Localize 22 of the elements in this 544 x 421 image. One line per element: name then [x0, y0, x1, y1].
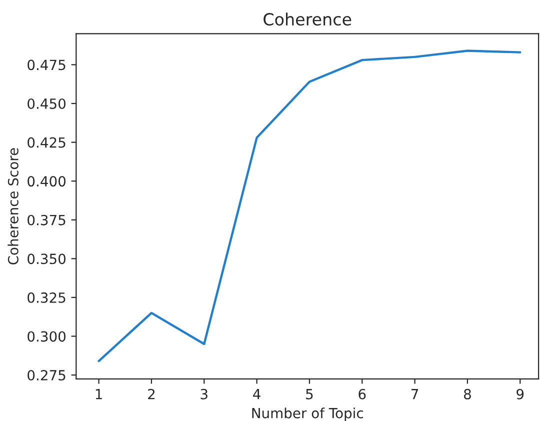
x-tick-label: 8 — [464, 388, 471, 400]
x-tick-label: 4 — [253, 389, 260, 400]
y-tick-label: 0.450 — [28, 98, 66, 109]
x-tick-label: 9 — [516, 388, 524, 400]
y-tick-label: 0.400 — [28, 176, 66, 187]
y-tick-label: 0.375 — [28, 214, 66, 226]
x-tick-label: 1 — [96, 389, 102, 400]
y-tick-label: 0.350 — [28, 254, 66, 264]
x-tick-label: 2 — [148, 388, 154, 400]
line-series — [98, 50, 522, 362]
x-axis-title: Number of Topic — [252, 408, 363, 421]
x-tick-label: 7 — [412, 389, 418, 400]
chart-title: Coherence — [264, 12, 352, 26]
y-tick-label: 0.300 — [28, 331, 66, 342]
x-tick-label: 6 — [358, 388, 366, 400]
y-axis-title: Coherence Score — [8, 148, 18, 264]
x-tick-label: 5 — [306, 389, 313, 400]
y-tick-label: 0.325 — [28, 292, 66, 303]
y-tick-label: 0.425 — [28, 137, 66, 148]
y-tick-label: 0.475 — [28, 60, 66, 70]
x-tick-label: 3 — [200, 388, 208, 400]
y-tick-label: 0.275 — [28, 370, 66, 380]
